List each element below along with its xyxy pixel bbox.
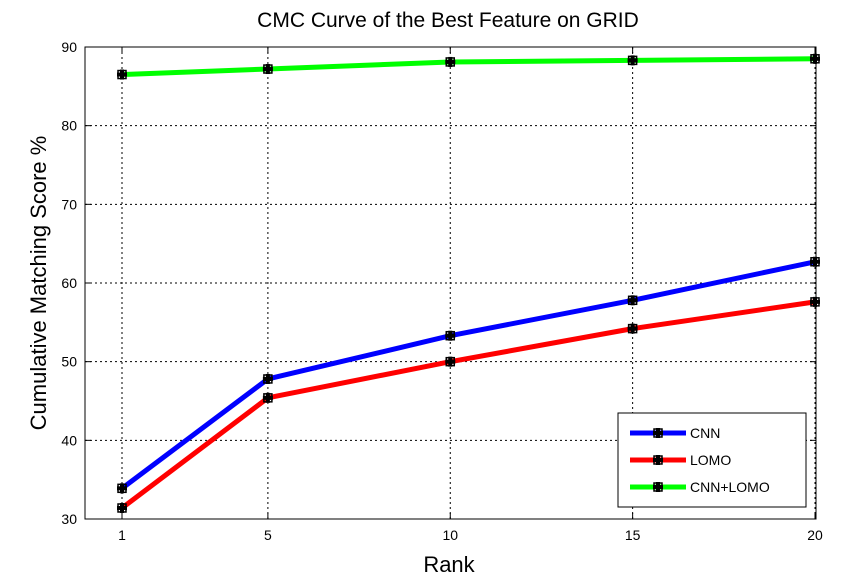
legend-marker-cnn-lomo — [653, 482, 663, 492]
series-cnn — [117, 256, 820, 494]
data-point-cnn — [262, 373, 273, 384]
data-point-cnn-lomo — [445, 56, 456, 67]
data-point-cnn — [445, 330, 456, 341]
series-group — [117, 53, 820, 513]
x-tick-label: 10 — [442, 527, 458, 543]
data-point-lomo — [627, 323, 638, 334]
y-tick-label: 50 — [61, 354, 77, 370]
data-point-cnn — [627, 295, 638, 306]
y-axis-label: Cumulative Matching Score % — [26, 136, 51, 431]
y-tick-label: 60 — [61, 275, 77, 291]
y-tick-label: 30 — [61, 511, 77, 527]
legend-marker-lomo — [653, 455, 663, 465]
x-tick-label: 20 — [807, 527, 823, 543]
data-point-cnn-lomo — [810, 53, 820, 64]
data-point-cnn-lomo — [627, 55, 638, 66]
y-tick-label: 70 — [61, 196, 77, 212]
x-tick-label: 5 — [264, 527, 272, 543]
y-tick-label: 40 — [61, 432, 77, 448]
x-axis-label: Rank — [423, 552, 475, 577]
data-point-cnn-lomo — [262, 64, 273, 75]
data-point-cnn — [117, 483, 127, 494]
x-tick-label: 1 — [118, 527, 126, 543]
x-tick-label: 15 — [625, 527, 641, 543]
legend: CNN LOMO CNN+LOMO — [617, 412, 807, 508]
legend-label-lomo: LOMO — [690, 452, 731, 468]
y-tick-label: 80 — [61, 118, 77, 134]
data-point-lomo — [445, 356, 456, 367]
y-tick-label: 90 — [61, 39, 77, 55]
chart-title: CMC Curve of the Best Feature on GRID — [257, 9, 639, 32]
data-point-cnn-lomo — [117, 69, 127, 80]
legend-marker-cnn — [653, 428, 663, 438]
legend-label-cnn-lomo: CNN+LOMO — [690, 479, 770, 495]
legend-label-cnn: CNN — [690, 425, 720, 441]
data-point-lomo — [262, 392, 273, 403]
series-cnn-lomo — [117, 53, 820, 80]
series-lomo — [117, 296, 820, 513]
data-point-lomo — [117, 502, 127, 513]
data-point-lomo — [810, 296, 820, 307]
data-point-cnn — [810, 256, 820, 267]
plot-frame — [84, 46, 817, 520]
